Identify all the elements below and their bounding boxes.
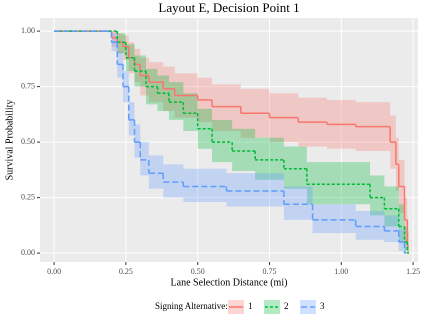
confidence-band xyxy=(283,146,307,189)
confidence-band xyxy=(134,48,141,83)
confidence-band xyxy=(111,31,118,47)
x-tick-label: 0.00 xyxy=(47,267,61,276)
confidence-band xyxy=(148,155,164,189)
y-axis-title: Survival Probability xyxy=(4,100,15,181)
x-axis-title: Lane Selection Distance (mi) xyxy=(171,277,288,288)
x-tick-label: 0.25 xyxy=(119,267,133,276)
confidence-band xyxy=(398,228,405,251)
x-tick-label: 1.00 xyxy=(334,267,348,276)
confidence-band xyxy=(255,137,284,180)
x-tick-label: 0.50 xyxy=(191,267,205,276)
confidence-band xyxy=(140,57,149,96)
confidence-band xyxy=(384,186,399,227)
legend-label: 3 xyxy=(320,301,325,311)
confidence-band xyxy=(183,93,198,132)
confidence-band xyxy=(312,204,356,234)
confidence-band xyxy=(163,164,184,198)
y-tick-label: 0.75 xyxy=(21,81,35,90)
confidence-band xyxy=(226,173,284,207)
legend-label: 2 xyxy=(284,301,289,311)
confidence-band xyxy=(168,82,184,120)
confidence-band xyxy=(398,204,405,243)
confidence-band xyxy=(306,162,371,205)
confidence-band xyxy=(117,33,126,54)
y-tick-label: 0.00 xyxy=(21,248,35,257)
confidence-band xyxy=(134,124,141,158)
legend-title: Signing Alternative: xyxy=(155,301,228,311)
x-tick-label: 0.75 xyxy=(263,267,277,276)
confidence-band xyxy=(128,102,135,136)
y-tick-label: 0.25 xyxy=(21,192,35,201)
confidence-band xyxy=(283,186,313,220)
confidence-band xyxy=(355,210,385,240)
confidence-band xyxy=(117,33,124,54)
y-tick-label: 1.00 xyxy=(21,26,35,35)
confidence-band xyxy=(404,226,408,251)
x-tick-label: 1.25 xyxy=(406,267,420,276)
legend-key xyxy=(300,300,316,314)
legend-label: 1 xyxy=(248,301,253,311)
confidence-band xyxy=(183,168,227,203)
legend: Signing Alternative: 1 2 3 xyxy=(155,300,325,314)
confidence-band xyxy=(370,175,385,216)
confidence-band xyxy=(404,246,406,254)
chart-title: Layout E, Decision Point 1 xyxy=(158,0,299,15)
confidence-band xyxy=(212,84,241,132)
confidence-band xyxy=(140,142,149,176)
survival-lines xyxy=(54,30,409,254)
confidence-band xyxy=(384,215,399,243)
confidence-band xyxy=(212,119,233,163)
confidence-band xyxy=(232,128,256,171)
y-tick-label: 0.50 xyxy=(21,137,35,146)
